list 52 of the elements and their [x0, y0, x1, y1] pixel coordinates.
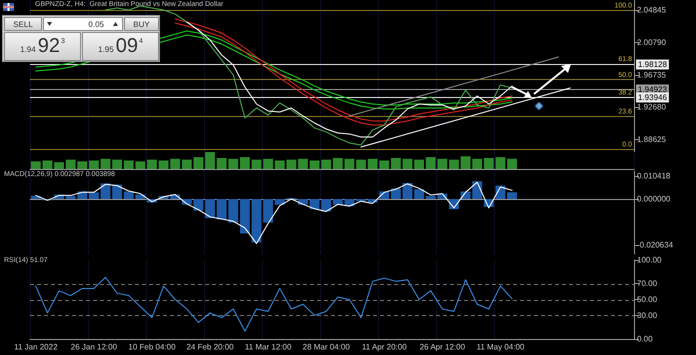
bar [426, 157, 436, 169]
bar [274, 160, 285, 169]
y-tick-label: 2.04845 [637, 6, 666, 15]
annotation: 1.95 [98, 45, 114, 54]
ref-line-label: 1.98128 [638, 60, 668, 69]
ref-line-label: 1.94923 [638, 85, 668, 94]
bar [124, 191, 134, 199]
bar [379, 160, 390, 169]
x-tick-label: 11 Apr 20:00 [362, 342, 408, 352]
y-tick-label: 1.92680 [637, 102, 666, 112]
bar [426, 196, 436, 199]
x-tick-label: 26 Jan 12:00 [70, 342, 118, 352]
y-tick-label: 50.00 [637, 295, 658, 304]
bar [484, 158, 494, 169]
bar [124, 160, 134, 169]
y-tick-label: -0.020634 [637, 240, 674, 250]
bar [332, 158, 343, 169]
y-tick-label: 0.000000 [637, 194, 671, 204]
bar [472, 158, 482, 169]
bar [77, 161, 88, 169]
line-series [35, 182, 513, 244]
y-tick-label: 1.96735 [637, 70, 666, 80]
line-series [35, 276, 513, 332]
x-tick-label: 11 Mar 12:00 [244, 342, 292, 352]
x-tick-label: 28 Mar 04:00 [302, 342, 350, 352]
annotation: 09 [116, 35, 138, 58]
bar [30, 161, 41, 169]
annotation: SELL [4, 17, 42, 31]
x-tick-label: 11 Jan 2022 [14, 342, 58, 352]
bar [321, 160, 332, 169]
y-tick-label: 0.00 [637, 334, 654, 344]
x-tick-label: 11 May 04:00 [476, 342, 525, 352]
ref-line-label: 1.93946 [638, 93, 668, 102]
bar [170, 158, 180, 169]
y-tick-label: 2.00790 [637, 38, 666, 47]
number-field: 0.05 [43, 17, 123, 31]
x-tick-label: 10 Feb 04:00 [128, 342, 176, 352]
bar [332, 198, 343, 205]
x-tick-label: 24 Feb 20:00 [186, 342, 234, 352]
bar [228, 158, 238, 169]
y-tick-label: 0.010418 [637, 171, 671, 180]
y-tick-label: 30.00 [637, 310, 658, 320]
bar [182, 160, 192, 169]
y-tick-label: 100.00 [637, 256, 662, 264]
bar [228, 198, 238, 223]
x-tick-label: 26 Apr 12:00 [420, 342, 466, 352]
annotation: 92 [38, 35, 60, 58]
y-tick-label: 70.00 [637, 279, 658, 288]
y-tick-label: 1.88625 [637, 135, 666, 144]
bar [274, 198, 285, 205]
annotation: BUY [124, 17, 159, 31]
annotation: 1.94 [20, 45, 36, 54]
